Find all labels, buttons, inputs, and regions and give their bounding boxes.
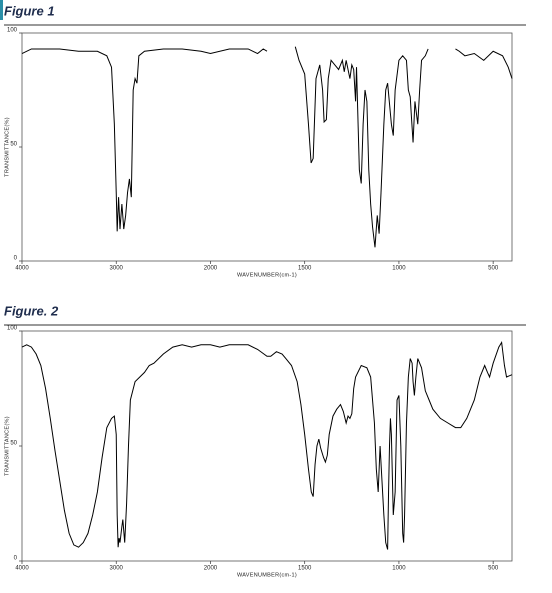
- corner-accent: [0, 0, 3, 20]
- x-tick-label: 1500: [298, 566, 312, 572]
- x-tick-label: 4000: [15, 566, 29, 572]
- y-axis-label: TRANSMITTANCE(%): [4, 416, 10, 476]
- y-tick-label: 50: [10, 142, 17, 148]
- plot-frame: [21, 32, 513, 262]
- y-tick-label: 0: [14, 256, 18, 262]
- spectrum-line: [21, 46, 513, 248]
- y-axis-label: TRANSMITTANCE(%): [4, 117, 10, 177]
- y-tick-label: 50: [10, 441, 17, 447]
- x-tick-label: 500: [488, 566, 499, 572]
- y-tick-label: 100: [7, 326, 18, 332]
- chart-title: Figure. 2: [4, 303, 59, 318]
- spectrum-line: [21, 341, 513, 550]
- x-axis-label: WAVENUMBER(cm-1): [237, 272, 297, 278]
- plot-frame: [21, 330, 513, 562]
- x-axis-label: WAVENUMBER(cm-1): [237, 572, 297, 578]
- y-tick-label: 0: [14, 556, 18, 562]
- y-tick-label: 100: [7, 28, 18, 34]
- x-tick-label: 3000: [110, 266, 124, 272]
- x-tick-label: 1500: [298, 266, 312, 272]
- x-tick-label: 1000: [392, 566, 406, 572]
- x-tick-label: 4000: [15, 266, 29, 272]
- x-tick-label: 2000: [204, 266, 218, 272]
- x-tick-label: 1000: [392, 266, 406, 272]
- x-tick-label: 3000: [110, 566, 124, 572]
- chart-title: Figure 1: [4, 3, 55, 18]
- x-tick-label: 2000: [204, 566, 218, 572]
- x-tick-label: 500: [488, 266, 499, 272]
